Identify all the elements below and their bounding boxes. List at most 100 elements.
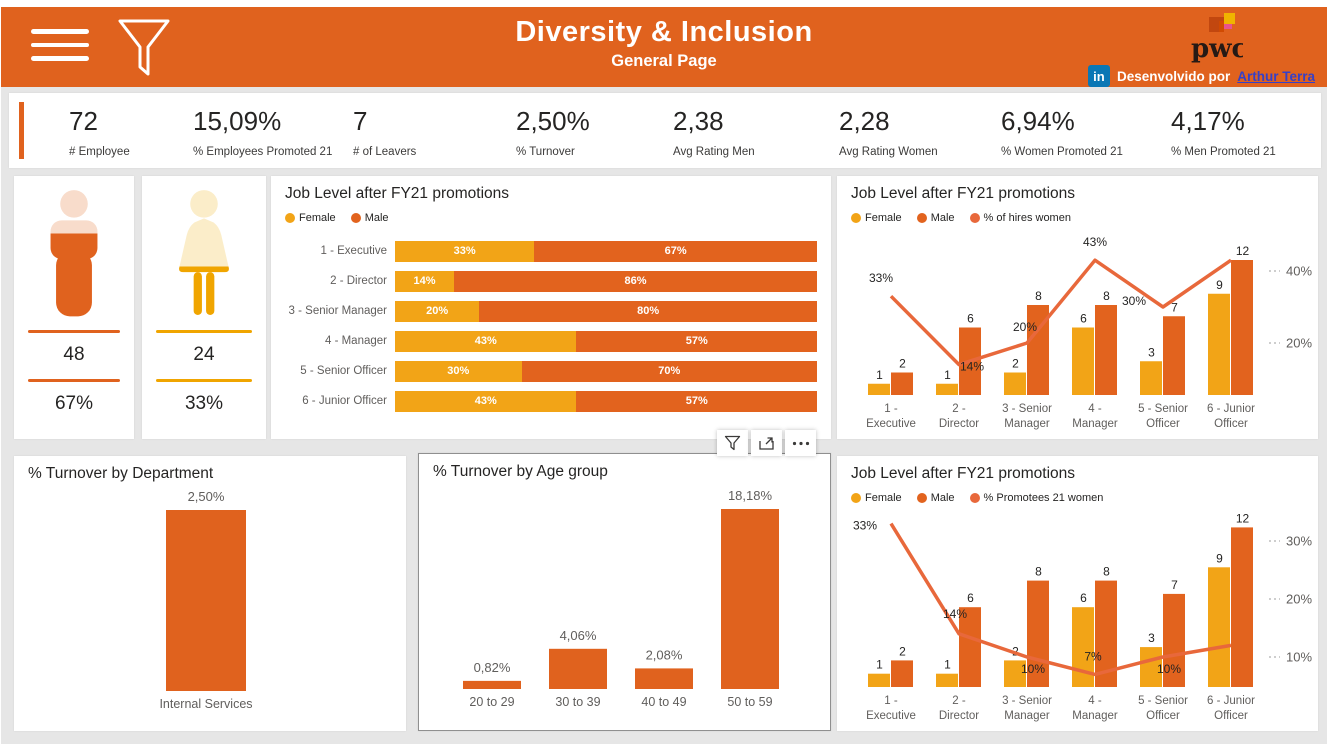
job-level-stacked-chart[interactable]: Job Level after FY21 promotions Female Ma… xyxy=(271,176,831,439)
category-label: 5 - Senior Officer xyxy=(300,365,387,377)
column-chart-plot: 2,50% Internal Services xyxy=(159,489,252,711)
segment-label: 57% xyxy=(685,335,708,347)
kpi-label: % Women Promoted 21 xyxy=(1001,146,1123,158)
bar-male[interactable] xyxy=(1095,305,1117,395)
bar-female[interactable] xyxy=(868,673,890,687)
value-label: 7 xyxy=(1171,300,1178,314)
bar-female[interactable] xyxy=(868,383,890,395)
legend-label: Female xyxy=(865,212,902,224)
bar-male[interactable] xyxy=(1027,305,1049,395)
bar-segment-male[interactable]: 57% xyxy=(576,330,817,352)
bar-female[interactable] xyxy=(1072,327,1094,396)
bar-female[interactable] xyxy=(1004,660,1026,687)
x-tick-label: Executive xyxy=(866,710,916,722)
bar[interactable] xyxy=(166,510,246,691)
stacked-bar-row: 6 - Junior Officer 43% 57% xyxy=(277,386,817,416)
category-label: 3 - Senior Manager xyxy=(288,305,387,317)
kpi-value: 6,94% xyxy=(1001,106,1075,136)
bar-male[interactable] xyxy=(891,372,913,396)
female-icon xyxy=(179,190,229,315)
segment-label: 86% xyxy=(624,275,647,287)
bar-segment-female[interactable]: 33% xyxy=(395,240,535,262)
bar[interactable] xyxy=(549,648,607,689)
bar-segment-female[interactable]: 30% xyxy=(395,360,522,382)
value-label: 12 xyxy=(1236,511,1250,525)
menu-icon[interactable] xyxy=(31,29,89,70)
bar-segment-female[interactable]: 43% xyxy=(395,330,577,352)
bar-segment-female[interactable]: 43% xyxy=(395,390,577,412)
legend-item[interactable]: % Promotees 21 women xyxy=(969,492,1103,504)
bar-segment-male[interactable]: 70% xyxy=(521,360,817,382)
y2-tick-label: 40% xyxy=(1286,264,1312,279)
kpi-strip[interactable]: 72 # Employee 15,09% % Employees Promoted … xyxy=(9,93,1321,168)
legend-swatch xyxy=(969,493,980,503)
bar-female[interactable] xyxy=(1004,372,1026,396)
stacked-bar-row: 5 - Senior Officer 30% 70% xyxy=(277,356,817,386)
kpi-value: 4,17% xyxy=(1171,106,1245,136)
bar-male[interactable] xyxy=(1163,593,1185,687)
filter-icon[interactable] xyxy=(113,16,175,82)
x-tick-label: 1 - xyxy=(884,695,898,707)
focus-mode-button[interactable] xyxy=(751,430,782,456)
y2-tick-label: 20% xyxy=(1286,336,1312,351)
developed-by-text: Desenvolvido por xyxy=(1116,68,1231,84)
bar-segment-male[interactable]: 67% xyxy=(534,240,817,262)
bar-segment-male[interactable]: 57% xyxy=(576,390,817,412)
bar-segment-female[interactable]: 14% xyxy=(395,270,455,292)
x-tick-label: 4 - xyxy=(1088,695,1102,707)
trend-line[interactable] xyxy=(889,522,1232,677)
filter-visual-button[interactable] xyxy=(717,430,748,456)
author-link[interactable]: Arthur Terra xyxy=(1237,68,1315,84)
bar-male[interactable] xyxy=(1231,260,1253,395)
legend-item[interactable]: Female xyxy=(285,212,336,224)
x-tick-label: Internal Services xyxy=(159,697,252,711)
bar-female[interactable] xyxy=(1140,361,1162,395)
legend-item[interactable]: Male xyxy=(350,212,389,224)
bar-male[interactable] xyxy=(1095,580,1117,687)
bar[interactable] xyxy=(463,680,521,689)
male-count: 48 xyxy=(63,344,85,365)
stacked-bar: 20% 80% xyxy=(395,300,817,322)
kpi-value: 15,09% xyxy=(193,106,282,136)
legend-item[interactable]: Female xyxy=(851,212,902,224)
bar[interactable] xyxy=(635,668,693,689)
kpi-label: Avg Rating Men xyxy=(673,146,755,158)
bar-male[interactable] xyxy=(1231,527,1253,687)
bar-female[interactable] xyxy=(936,383,958,395)
legend-item[interactable]: Female xyxy=(851,492,902,504)
bar-female[interactable] xyxy=(1072,607,1094,687)
bar-segment-female[interactable]: 20% xyxy=(395,300,480,322)
bar-male[interactable] xyxy=(959,607,981,687)
legend-item[interactable]: % of hires women xyxy=(969,212,1071,224)
bar-segment-male[interactable]: 86% xyxy=(454,270,817,292)
male-percent: 67% xyxy=(54,393,94,414)
column-chart-plot: 0,82% 20 to 29 4,06% 30 to 39 2,08% 40 to 49 1… xyxy=(463,488,779,709)
bar-female[interactable] xyxy=(936,673,958,687)
male-count-card[interactable]: 48 67% xyxy=(14,176,134,439)
bar-female[interactable] xyxy=(1208,567,1230,687)
value-label: 2 xyxy=(899,644,906,658)
value-label: 8 xyxy=(1103,289,1110,303)
bar-female[interactable] xyxy=(1208,293,1230,395)
job-level-promotees-chart[interactable]: Job Level after FY21 promotions Female Ma… xyxy=(837,456,1318,731)
legend-item[interactable]: Male xyxy=(916,492,955,504)
bar-male[interactable] xyxy=(1163,316,1185,395)
bar[interactable] xyxy=(721,509,779,689)
legend-swatch xyxy=(969,213,980,223)
more-options-button[interactable] xyxy=(785,430,816,456)
menu-bar xyxy=(31,29,89,34)
turnover-department-chart[interactable]: % Turnover by Department 2,50% Internal S… xyxy=(14,456,406,731)
stacked-bar-row: 2 - Director 14% 86% xyxy=(277,266,817,296)
turnover-age-chart[interactable]: % Turnover by Age group 0,82% 20 to 29 4,0… xyxy=(418,453,831,731)
job-level-hires-chart[interactable]: Job Level after FY21 promotions Female Ma… xyxy=(837,176,1318,439)
legend-item[interactable]: Male xyxy=(916,212,955,224)
bar-segment-male[interactable]: 80% xyxy=(479,300,817,322)
female-count-card[interactable]: 24 33% xyxy=(142,176,266,439)
x-tick-label: 4 - xyxy=(1088,403,1102,415)
x-tick-label: Officer xyxy=(1146,710,1180,722)
x-tick-label: Manager xyxy=(1004,418,1050,430)
trend-line[interactable] xyxy=(889,258,1232,367)
bar-male[interactable] xyxy=(891,660,913,687)
linkedin-icon[interactable]: in xyxy=(1087,65,1110,87)
